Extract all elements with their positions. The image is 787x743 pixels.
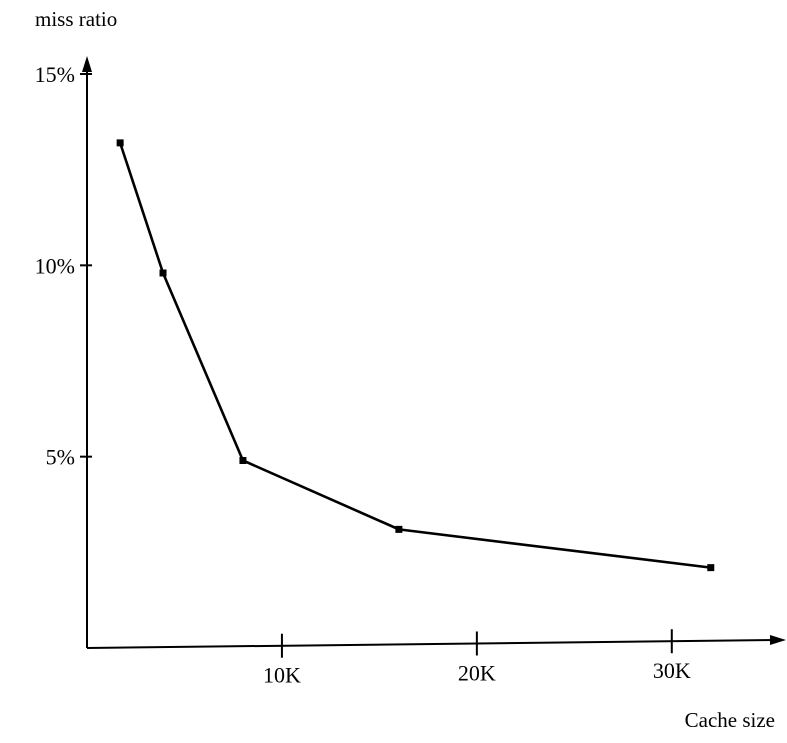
x-axis: 10K 20K 30K Cache size [86,629,786,732]
data-point-0-2 [239,456,247,464]
y-axis: 5% 10% 15% miss ratio [35,7,117,648]
x-axis-arrow [770,635,786,645]
series-group [116,139,715,572]
y-ticks: 5% 10% 15% [35,62,92,470]
data-point-0-4 [707,564,715,572]
data-point-0-3 [395,525,403,533]
data-point-0-0 [116,139,124,147]
x-axis-line [86,639,779,649]
x-tick-label-0: 10K [263,663,301,688]
x-tick-label-2: 30K [653,658,691,683]
x-ticks: 10K 20K 30K [263,629,691,688]
data-point-0-1 [159,269,167,277]
y-tick-label-2: 15% [35,62,75,87]
x-tick-label-1: 20K [458,660,496,685]
x-axis-label: Cache size [685,708,775,732]
y-axis-label: miss ratio [35,7,117,31]
series-line-0 [118,142,711,569]
y-axis-arrow [82,56,92,72]
y-tick-label-0: 5% [46,445,75,470]
y-tick-label-1: 10% [35,253,75,278]
